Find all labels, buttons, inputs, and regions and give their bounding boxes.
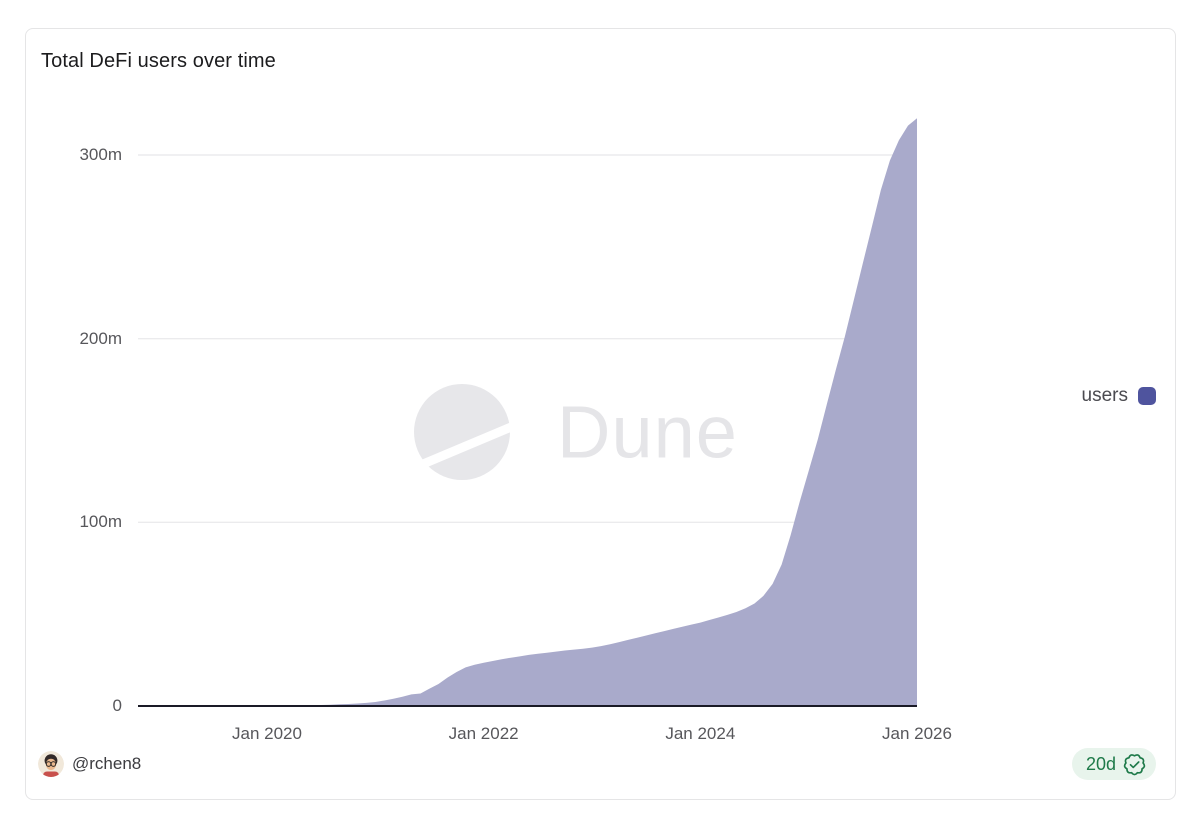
chart-title: Total DeFi users over time [41,50,276,72]
legend-item-users[interactable]: users [1082,385,1156,407]
y-tick-label: 0 [112,696,122,715]
avatar[interactable] [38,751,64,777]
verified-seal-icon [1123,753,1146,775]
legend-label: users [1081,385,1128,406]
y-tick-label: 100m [79,512,122,532]
x-tick-label: Jan 2020 [232,724,302,743]
y-tick-label: 300m [79,145,122,164]
x-tick-label: Jan 2022 [448,724,519,743]
area-series-users [138,118,917,707]
legend-swatch [1138,387,1156,405]
y-tick-label: 200m [79,328,122,348]
dune-watermark-text: Dune [557,391,738,474]
x-tick-label: Jan 2026 [882,724,952,743]
chart-card: Total DeFi users over time Dune users @r… [25,28,1176,800]
data-freshness-badge[interactable]: 20d [1071,748,1156,780]
author-handle[interactable]: @rchen8 [72,754,142,773]
x-tick-label: Jan 2024 [665,724,736,743]
chart-svg: Dune [138,118,917,707]
badge-age-text: 20d [1085,753,1116,774]
